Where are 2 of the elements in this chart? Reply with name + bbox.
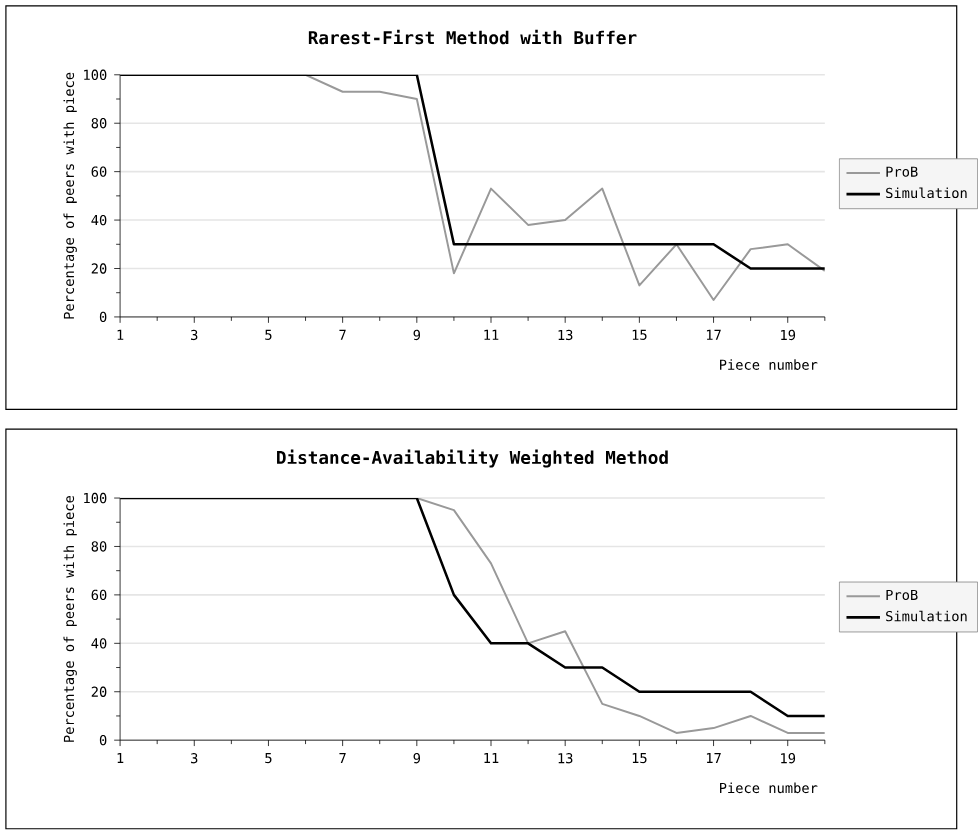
chart-title: Rarest-First Method with Buffer: [308, 29, 637, 44]
chart-title: Distance-Availability Weighted Method: [277, 449, 668, 468]
